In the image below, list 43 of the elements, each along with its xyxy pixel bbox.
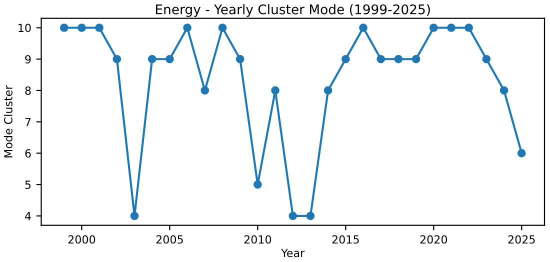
y-tick-label: 6 [25, 149, 31, 158]
point [359, 24, 368, 32]
x-tick-label: 2025 [508, 235, 535, 244]
chart-title: Energy - Yearly Cluster Mode (1999-2025) [156, 4, 430, 17]
point [306, 212, 315, 220]
point [112, 54, 122, 64]
y-tick-label: 9 [25, 55, 31, 64]
point [324, 86, 332, 95]
point [412, 54, 420, 64]
point [482, 54, 491, 64]
point [341, 54, 350, 64]
point [166, 54, 174, 64]
point [517, 149, 526, 158]
y-tick-label: 10 [18, 24, 31, 32]
y-tick-label: 4 [25, 212, 31, 220]
point [183, 24, 192, 32]
point [130, 212, 139, 220]
point [95, 24, 104, 32]
x-tick-label: 2000 [68, 235, 96, 244]
point [376, 54, 386, 64]
point [200, 86, 210, 95]
x-tick-label: 2015 [332, 235, 359, 244]
point [288, 212, 298, 220]
point [78, 24, 86, 32]
y-axis-title: Mode Cluster [4, 85, 12, 158]
x-tick-label: 2020 [420, 235, 448, 244]
point [447, 24, 456, 32]
x-tick-label: 2005 [156, 235, 183, 244]
point [271, 86, 280, 95]
point [218, 24, 227, 32]
y-tick-label: 5 [25, 180, 31, 189]
point [148, 54, 156, 64]
x-axis-title: Year [281, 248, 305, 258]
point [254, 180, 262, 189]
point [236, 54, 244, 64]
y-tick-label: 7 [25, 118, 31, 126]
x-tick-label: 2010 [244, 235, 272, 244]
point [394, 54, 403, 64]
point [500, 86, 508, 95]
point [429, 24, 438, 32]
point [464, 24, 474, 32]
y-tick-label: 8 [25, 86, 31, 95]
point [60, 24, 68, 32]
